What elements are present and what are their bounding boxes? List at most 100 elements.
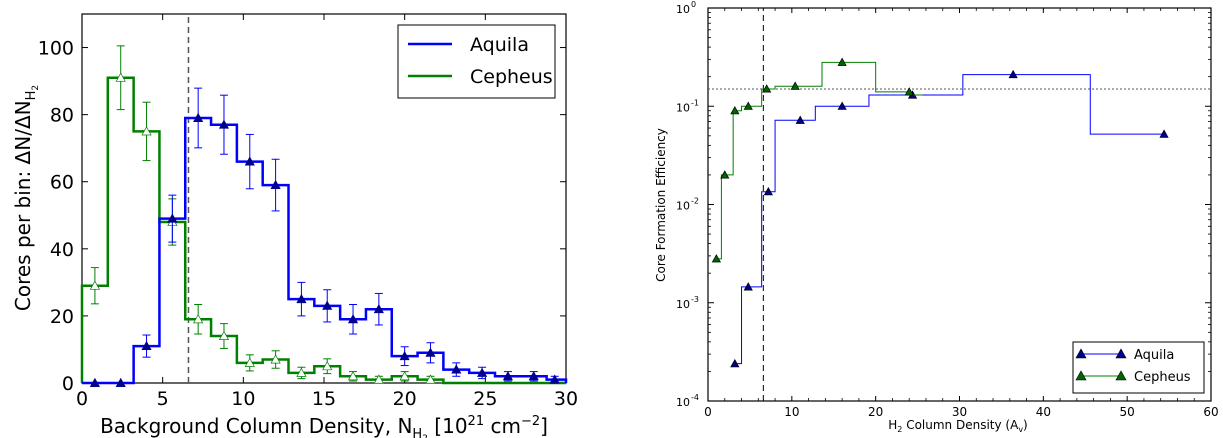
right-xtick-label: 50 [1120, 405, 1135, 419]
left-panel: 0 5 10 15 20 25 30 0 20 40 60 80 100 Background Colu… [11, 13, 578, 438]
right-point-aquila [1008, 69, 1018, 79]
right-point-cepheus [720, 170, 730, 179]
left-point-aquila [528, 371, 539, 381]
right-data [708, 8, 1211, 401]
left-point-aquila [167, 213, 178, 223]
right-point-cepheus [837, 57, 847, 66]
right-point-cepheus [762, 84, 772, 93]
right-series-cepheus-step [716, 61, 923, 260]
left-point-cepheus [425, 374, 436, 384]
left-ytick-label: 60 [50, 172, 74, 194]
left-point-cepheus [218, 330, 230, 340]
left-series-cepheus-step [80, 76, 566, 385]
left-point-cepheus [89, 280, 101, 290]
right-ylabel: Core Formation Efficiency [654, 128, 668, 282]
left-xtick-label: 10 [231, 388, 255, 410]
right-ytick-label: 10 [676, 200, 690, 213]
left-legend-cepheus-label: Cepheus [470, 66, 553, 88]
left-xtick-label: 0 [76, 388, 88, 410]
left-point-aquila [244, 156, 255, 166]
right-point-aquila [743, 282, 753, 291]
right-xtick-label: 30 [952, 405, 967, 419]
right-legend-aquila-marker-left [1075, 348, 1087, 359]
right-point-aquila [1159, 129, 1169, 138]
left-xtick-label: 15 [312, 388, 336, 410]
left-point-cepheus [399, 371, 410, 381]
left-xtick-label: 25 [473, 388, 497, 410]
left-point-aquila [141, 340, 152, 351]
left-point-cepheus [115, 72, 126, 82]
left-ticks: 0 5 10 15 20 25 30 0 20 40 60 80 100 [38, 14, 578, 410]
right-point-aquila [730, 358, 740, 368]
left-point-aquila [347, 314, 359, 324]
right-ytick-exponent: -1 [691, 98, 699, 107]
right-xtick-label: 20 [868, 405, 883, 419]
left-point-cepheus [193, 314, 204, 324]
right-series-aquila-step [734, 74, 1165, 365]
right-point-cepheus [904, 87, 914, 96]
left-point-aquila [193, 112, 204, 122]
left-ytick-label: 20 [50, 306, 74, 328]
left-point-aquila [477, 367, 488, 377]
left-point-cepheus [270, 354, 281, 364]
right-ytick-label: 10 [676, 3, 690, 16]
left-point-aquila [218, 119, 230, 129]
right-ytick-exponent: 0 [691, 0, 696, 9]
right-point-cepheus [730, 106, 740, 115]
left-point-aquila [322, 300, 333, 310]
right-xlabel: H2 Column Density (Av) [888, 418, 1027, 434]
left-point-cepheus [373, 374, 384, 384]
right-legend-box [1072, 341, 1205, 394]
left-point-aquila [115, 377, 126, 387]
right-point-cepheus [743, 101, 753, 110]
right-ytick-exponent: -3 [691, 295, 699, 304]
left-point-cepheus [296, 367, 307, 377]
left-point-aquila [451, 364, 462, 374]
left-point-aquila [425, 347, 436, 357]
left-point-aquila [296, 293, 307, 304]
left-series-aquila-step [82, 116, 568, 385]
left-point-cepheus [322, 361, 333, 371]
left-legend: Aquila Cepheus [397, 24, 556, 99]
left-point-cepheus [347, 371, 359, 381]
left-ytick-label: 40 [50, 239, 74, 261]
right-point-aquila [795, 115, 805, 124]
right-ytick-label: 10 [676, 298, 690, 311]
right-legend-aquila-marker-right [1115, 348, 1127, 359]
right-legend-cepheus-label: Cepheus [1134, 370, 1191, 385]
right-ytick-exponent: -2 [691, 197, 699, 206]
left-point-aquila [89, 377, 101, 387]
left-ytick-label: 100 [38, 38, 74, 60]
left-point-aquila [399, 350, 410, 361]
left-point-aquila [549, 374, 560, 384]
left-ytick-label: 80 [50, 105, 74, 127]
right-point-cepheus [790, 81, 800, 90]
left-point-cepheus [141, 126, 152, 136]
left-point-aquila [373, 303, 384, 314]
right-xtick-label: 40 [1036, 405, 1051, 419]
left-point-aquila [270, 179, 281, 190]
right-ytick-label: 10 [676, 396, 690, 409]
left-xtick-label: 20 [393, 388, 417, 410]
left-xlabel: Background Column Density, NH2 [1021 cm−… [100, 414, 548, 438]
right-ytick-label: 10 [676, 101, 690, 114]
right-xtick-label: 60 [1203, 405, 1218, 419]
left-xtick-label: 30 [554, 388, 578, 410]
right-point-aquila [837, 101, 847, 110]
right-xtick-label: 0 [704, 405, 712, 419]
right-ytick-exponent: -4 [691, 393, 699, 402]
right-legend: Aquila Cepheus [1072, 341, 1205, 394]
left-xtick-label: 5 [157, 388, 169, 410]
right-legend-aquila-label: Aquila [1134, 348, 1174, 363]
left-legend-aquila-label: Aquila [470, 34, 529, 56]
left-ylabel: Cores per bin: ΔN/ΔNH2 [11, 85, 41, 311]
right-point-aquila [763, 186, 773, 196]
left-ytick-label: 0 [62, 373, 74, 395]
left-point-cepheus [244, 357, 255, 367]
left-data [80, 14, 568, 387]
right-point-cepheus [711, 254, 721, 263]
right-legend-cepheus-marker-left [1075, 370, 1087, 381]
